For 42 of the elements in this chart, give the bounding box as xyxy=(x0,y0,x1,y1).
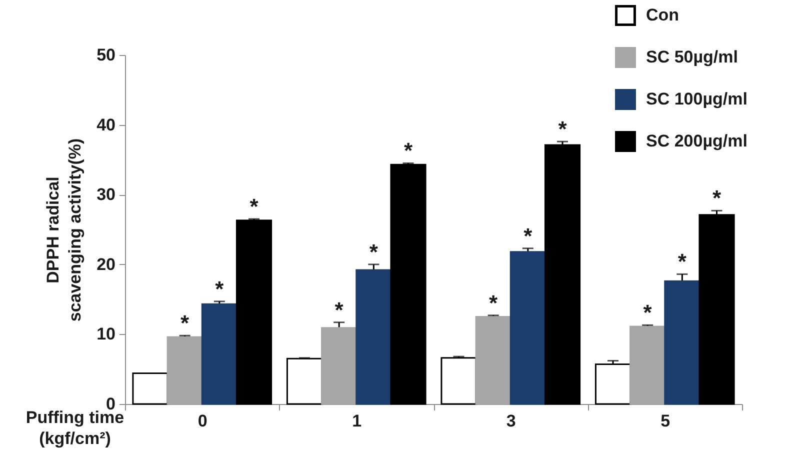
data-label: * xyxy=(404,138,413,164)
data-label: * xyxy=(712,186,722,211)
bar xyxy=(510,251,546,405)
y-tick-label: 30 xyxy=(96,185,116,204)
y-tick-label: 40 xyxy=(96,115,116,134)
bar xyxy=(166,336,203,405)
legend-label: SC 200µg/ml xyxy=(646,132,748,150)
bar xyxy=(321,327,358,405)
data-label: * xyxy=(678,249,687,274)
x-tick-label: 0 xyxy=(198,412,208,430)
bar xyxy=(236,220,272,405)
data-label: * xyxy=(524,223,533,248)
y-tick-label: 0 xyxy=(106,394,116,414)
data-label: * xyxy=(369,239,378,264)
y-tick-label: 50 xyxy=(96,46,116,64)
bar xyxy=(286,358,323,405)
legend-label: SC 100µg/ml xyxy=(646,90,748,108)
y-axis-title: DPPH radical scavenging activity(%) xyxy=(44,138,85,322)
data-label: * xyxy=(558,116,568,142)
data-label: * xyxy=(489,290,498,316)
bar xyxy=(594,363,632,405)
bar xyxy=(356,269,392,405)
x-tick-label: 3 xyxy=(506,412,516,430)
bar xyxy=(440,357,477,405)
bar xyxy=(132,372,168,405)
y-tick-label: 20 xyxy=(96,254,116,274)
data-label: * xyxy=(250,194,259,220)
data-label: * xyxy=(334,297,344,322)
x-tick-label: 5 xyxy=(660,412,670,430)
data-label: * xyxy=(180,310,190,336)
bar xyxy=(475,316,512,405)
data-label: * xyxy=(215,276,224,302)
bar xyxy=(664,280,700,405)
bar xyxy=(390,164,426,405)
x-tick-label: 1 xyxy=(352,412,362,430)
legend-label: Con xyxy=(646,6,680,24)
bar xyxy=(201,303,238,405)
bar xyxy=(698,214,735,405)
legend-label: SC 50µg/ml xyxy=(646,48,738,66)
y-tick-label: 10 xyxy=(96,324,116,344)
bar xyxy=(630,326,666,405)
data-label: * xyxy=(643,300,652,326)
